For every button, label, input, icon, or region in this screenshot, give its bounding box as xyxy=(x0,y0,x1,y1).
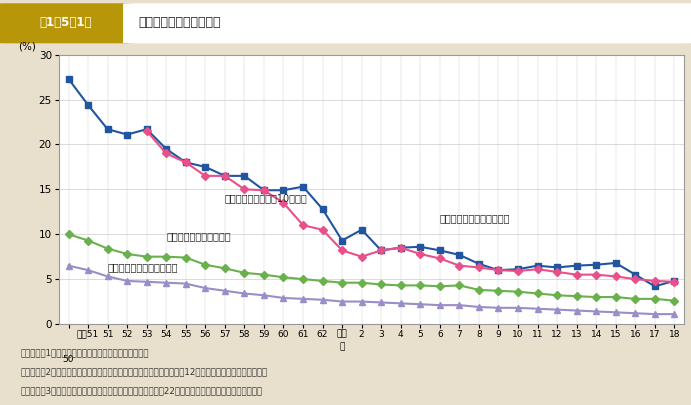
Text: 乳児死亡率（出生千対）: 乳児死亡率（出生千対） xyxy=(167,231,231,241)
Text: 3．周産期死亡率における出産は，出生数に妊娠満22週以後の死産数を加えたものである。: 3．周産期死亡率における出産は，出生数に妊娠満22週以後の死産数を加えたものであ… xyxy=(21,386,263,395)
FancyBboxPatch shape xyxy=(123,3,691,43)
Text: 妊産婦死亡率（出産10万対）: 妊産婦死亡率（出産10万対） xyxy=(225,193,307,203)
Text: (%): (%) xyxy=(18,42,36,52)
Text: 50: 50 xyxy=(63,354,74,364)
FancyBboxPatch shape xyxy=(0,3,133,43)
Text: 元: 元 xyxy=(339,342,345,351)
Text: （備考）　1．厚生労働省「人口動態統計」より作成。: （備考） 1．厚生労働省「人口動態統計」より作成。 xyxy=(21,349,149,358)
Text: 第1－5－1図: 第1－5－1図 xyxy=(40,16,92,29)
Text: 母子保健関係指標の推移: 母子保健関係指標の推移 xyxy=(138,16,220,29)
Text: 新生児死亡率（出生千対）: 新生児死亡率（出生千対） xyxy=(108,262,178,272)
Text: 周産期死亡率（出産千対）: 周産期死亡率（出産千対） xyxy=(439,213,511,224)
Text: 2．妊産婦死亡率における出産は，出生数に死産数（妊娠満12週以後）を加えたものである。: 2．妊産婦死亡率における出産は，出生数に死産数（妊娠満12週以後）を加えたもので… xyxy=(21,367,267,377)
